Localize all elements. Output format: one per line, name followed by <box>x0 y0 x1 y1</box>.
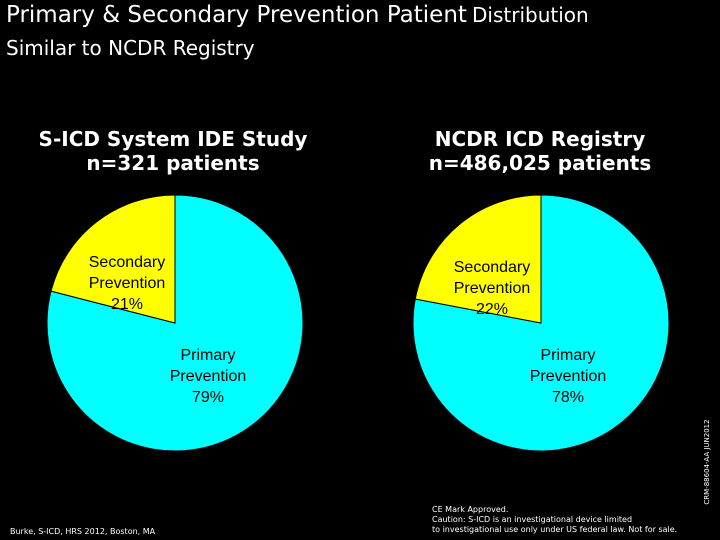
chart-1-label-primary-2: Prevention <box>170 368 247 385</box>
chart-1-slice-secondary <box>50 194 176 324</box>
chart-1-label-secondary-2: Prevention <box>89 275 166 292</box>
chart-2-label-secondary-1: Secondary <box>454 259 531 276</box>
chart-1-label-secondary-3: 21% <box>111 296 143 313</box>
chart-2-slice-secondary <box>414 194 542 324</box>
citation: Burke, S-ICD, HRS 2012, Boston, MA <box>10 527 156 536</box>
disclaimer-line-2: Caution: S-ICD is an investigational dev… <box>432 515 633 524</box>
chart-1-label-primary-1: Primary <box>180 347 235 364</box>
title-main: Primary & Secondary Prevention Patient <box>6 2 467 28</box>
chart-1-label-secondary-1: Secondary <box>89 254 166 271</box>
chart-2-label-primary-3: 78% <box>552 389 584 406</box>
title-small: Distribution <box>472 3 589 27</box>
chart-2-label-secondary-2: Prevention <box>454 280 531 297</box>
chart-2-label-secondary-3: 22% <box>476 301 508 318</box>
slide-title: Primary & Secondary Prevention Patient D… <box>6 2 589 28</box>
regulatory-disclaimer: CE Mark Approved. Caution: S-ICD is an i… <box>432 505 677 535</box>
slide-subtitle: Similar to NCDR Registry <box>6 36 255 60</box>
chart-2-title-line2: n=486,025 patients <box>428 151 652 175</box>
disclaimer-line-3: to investigational use only under US fed… <box>432 525 678 534</box>
chart-2-title: NCDR ICD Registry n=486,025 patients <box>390 127 690 175</box>
document-code: CRM-88604-AA JUN2012 <box>703 419 711 505</box>
chart-1-title-line1: S-ICD System IDE Study <box>38 127 308 151</box>
chart-2-label-primary-1: Primary <box>540 347 595 364</box>
chart-1-title-line2: n=321 patients <box>86 151 260 175</box>
chart-2-title-line1: NCDR ICD Registry <box>434 127 646 151</box>
chart-1-label-primary-3: 79% <box>192 389 224 406</box>
disclaimer-line-1: CE Mark Approved. <box>432 505 509 514</box>
chart-2-label-primary-2: Prevention <box>530 368 607 385</box>
chart-1-title: S-ICD System IDE Study n=321 patients <box>23 127 323 175</box>
